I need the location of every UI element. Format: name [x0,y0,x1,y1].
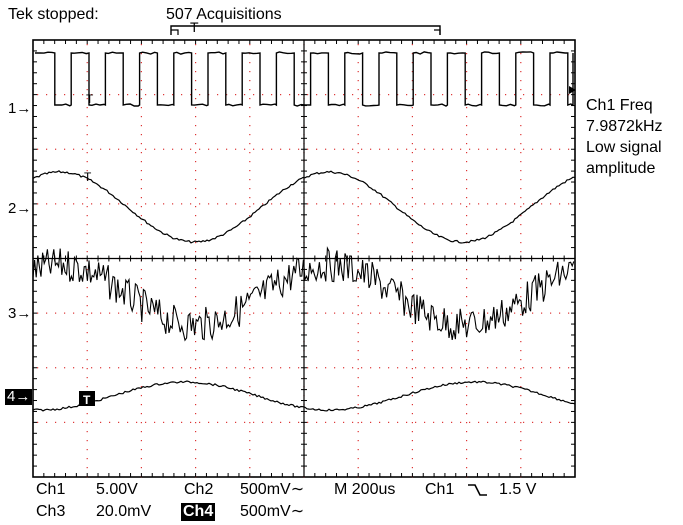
ch2-trace [32,170,576,244]
ac-coupling-icon: ∼ [290,481,305,498]
ch1-label: Ch1 [36,481,66,498]
measurement-value: 7.9872kHz [586,118,663,135]
timebase: M 200us [334,481,396,498]
measurement-warning-1: Low signal [586,139,662,156]
channel-1-marker: 1→ [8,100,32,117]
measurement-readout: Ch1 Freq 7.9872kHz Low signal amplitude [586,95,663,179]
ch1-trigger-marker: T [86,92,94,106]
ch4-label: Ch4 [181,503,216,521]
status-text: Tek stopped: [8,6,99,23]
channel-2-marker: 2→ [8,200,32,217]
ch4-trigger-badge [79,391,95,406]
acquisitions-count: 507 Acquisitions [166,6,282,23]
trigger-level-arrow-icon [569,86,576,94]
center-axes [32,39,576,477]
ac-coupling-icon: ∼ [290,503,305,520]
trigger-level: 1.5 V [499,481,537,498]
ch2-scale: 500mV∼ [240,481,305,498]
ch1-trace [35,51,574,107]
ch2-label: Ch2 [184,481,214,498]
channel-4-marker: 4→ [5,388,33,405]
trigger-source: Ch1 [425,481,455,498]
channel-3-marker: 3→ [8,305,32,322]
ch4-trace [32,380,576,412]
ch3-label: Ch3 [36,503,66,520]
ch3-scale: 20.0mV [96,503,152,520]
ch4-scale: 500mV∼ [240,503,305,520]
falling-edge-icon [465,481,491,504]
measurement-warning-2: amplitude [586,160,656,177]
ch2-trigger-marker: T [84,170,92,184]
trigger-position-label: T [190,19,199,35]
measurement-label: Ch1 Freq [586,97,653,114]
ch1-scale: 5.00V [96,481,138,498]
trigger-position-bracket [170,25,441,35]
ch3-trace [32,246,575,342]
ch4-trigger-marker: T [83,393,91,407]
